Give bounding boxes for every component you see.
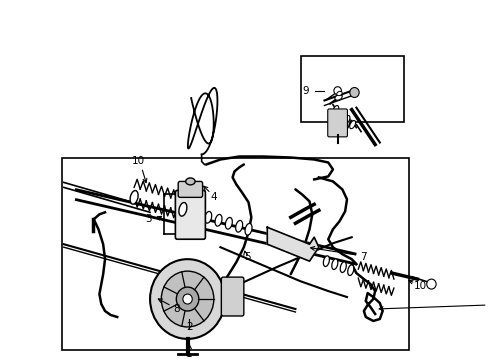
Ellipse shape [225,217,232,229]
Ellipse shape [340,262,346,273]
Ellipse shape [186,178,195,185]
Ellipse shape [205,211,212,223]
Ellipse shape [339,116,350,133]
Text: 2: 2 [186,322,193,332]
Bar [62,158,409,350]
Circle shape [427,279,436,289]
Bar [301,56,404,122]
Polygon shape [268,227,319,261]
Text: 10: 10 [132,157,146,166]
Text: 6: 6 [489,299,490,309]
Text: 9: 9 [302,86,309,95]
FancyBboxPatch shape [175,190,205,239]
Ellipse shape [194,208,200,220]
Ellipse shape [332,259,338,270]
Circle shape [161,271,214,327]
Ellipse shape [344,116,350,124]
Ellipse shape [130,190,138,204]
Circle shape [334,87,342,95]
Ellipse shape [333,105,339,114]
Text: 4: 4 [211,192,217,202]
Text: 7: 7 [361,252,367,262]
Circle shape [183,294,192,304]
Ellipse shape [179,203,187,216]
Circle shape [150,259,225,339]
Text: 8: 8 [173,304,180,314]
Ellipse shape [215,215,222,226]
FancyBboxPatch shape [221,277,244,316]
Ellipse shape [323,256,329,266]
Ellipse shape [337,91,342,96]
Text: 1: 1 [186,349,193,359]
Text: 5: 5 [245,252,251,262]
Ellipse shape [348,265,354,275]
Circle shape [176,287,199,311]
Circle shape [350,87,359,98]
FancyBboxPatch shape [328,109,347,137]
Text: 10: 10 [414,281,427,291]
Ellipse shape [245,224,252,235]
Ellipse shape [339,111,344,119]
Text: 3: 3 [145,214,151,224]
Ellipse shape [335,95,342,100]
Ellipse shape [236,220,243,232]
FancyBboxPatch shape [178,181,202,197]
Ellipse shape [350,121,356,129]
